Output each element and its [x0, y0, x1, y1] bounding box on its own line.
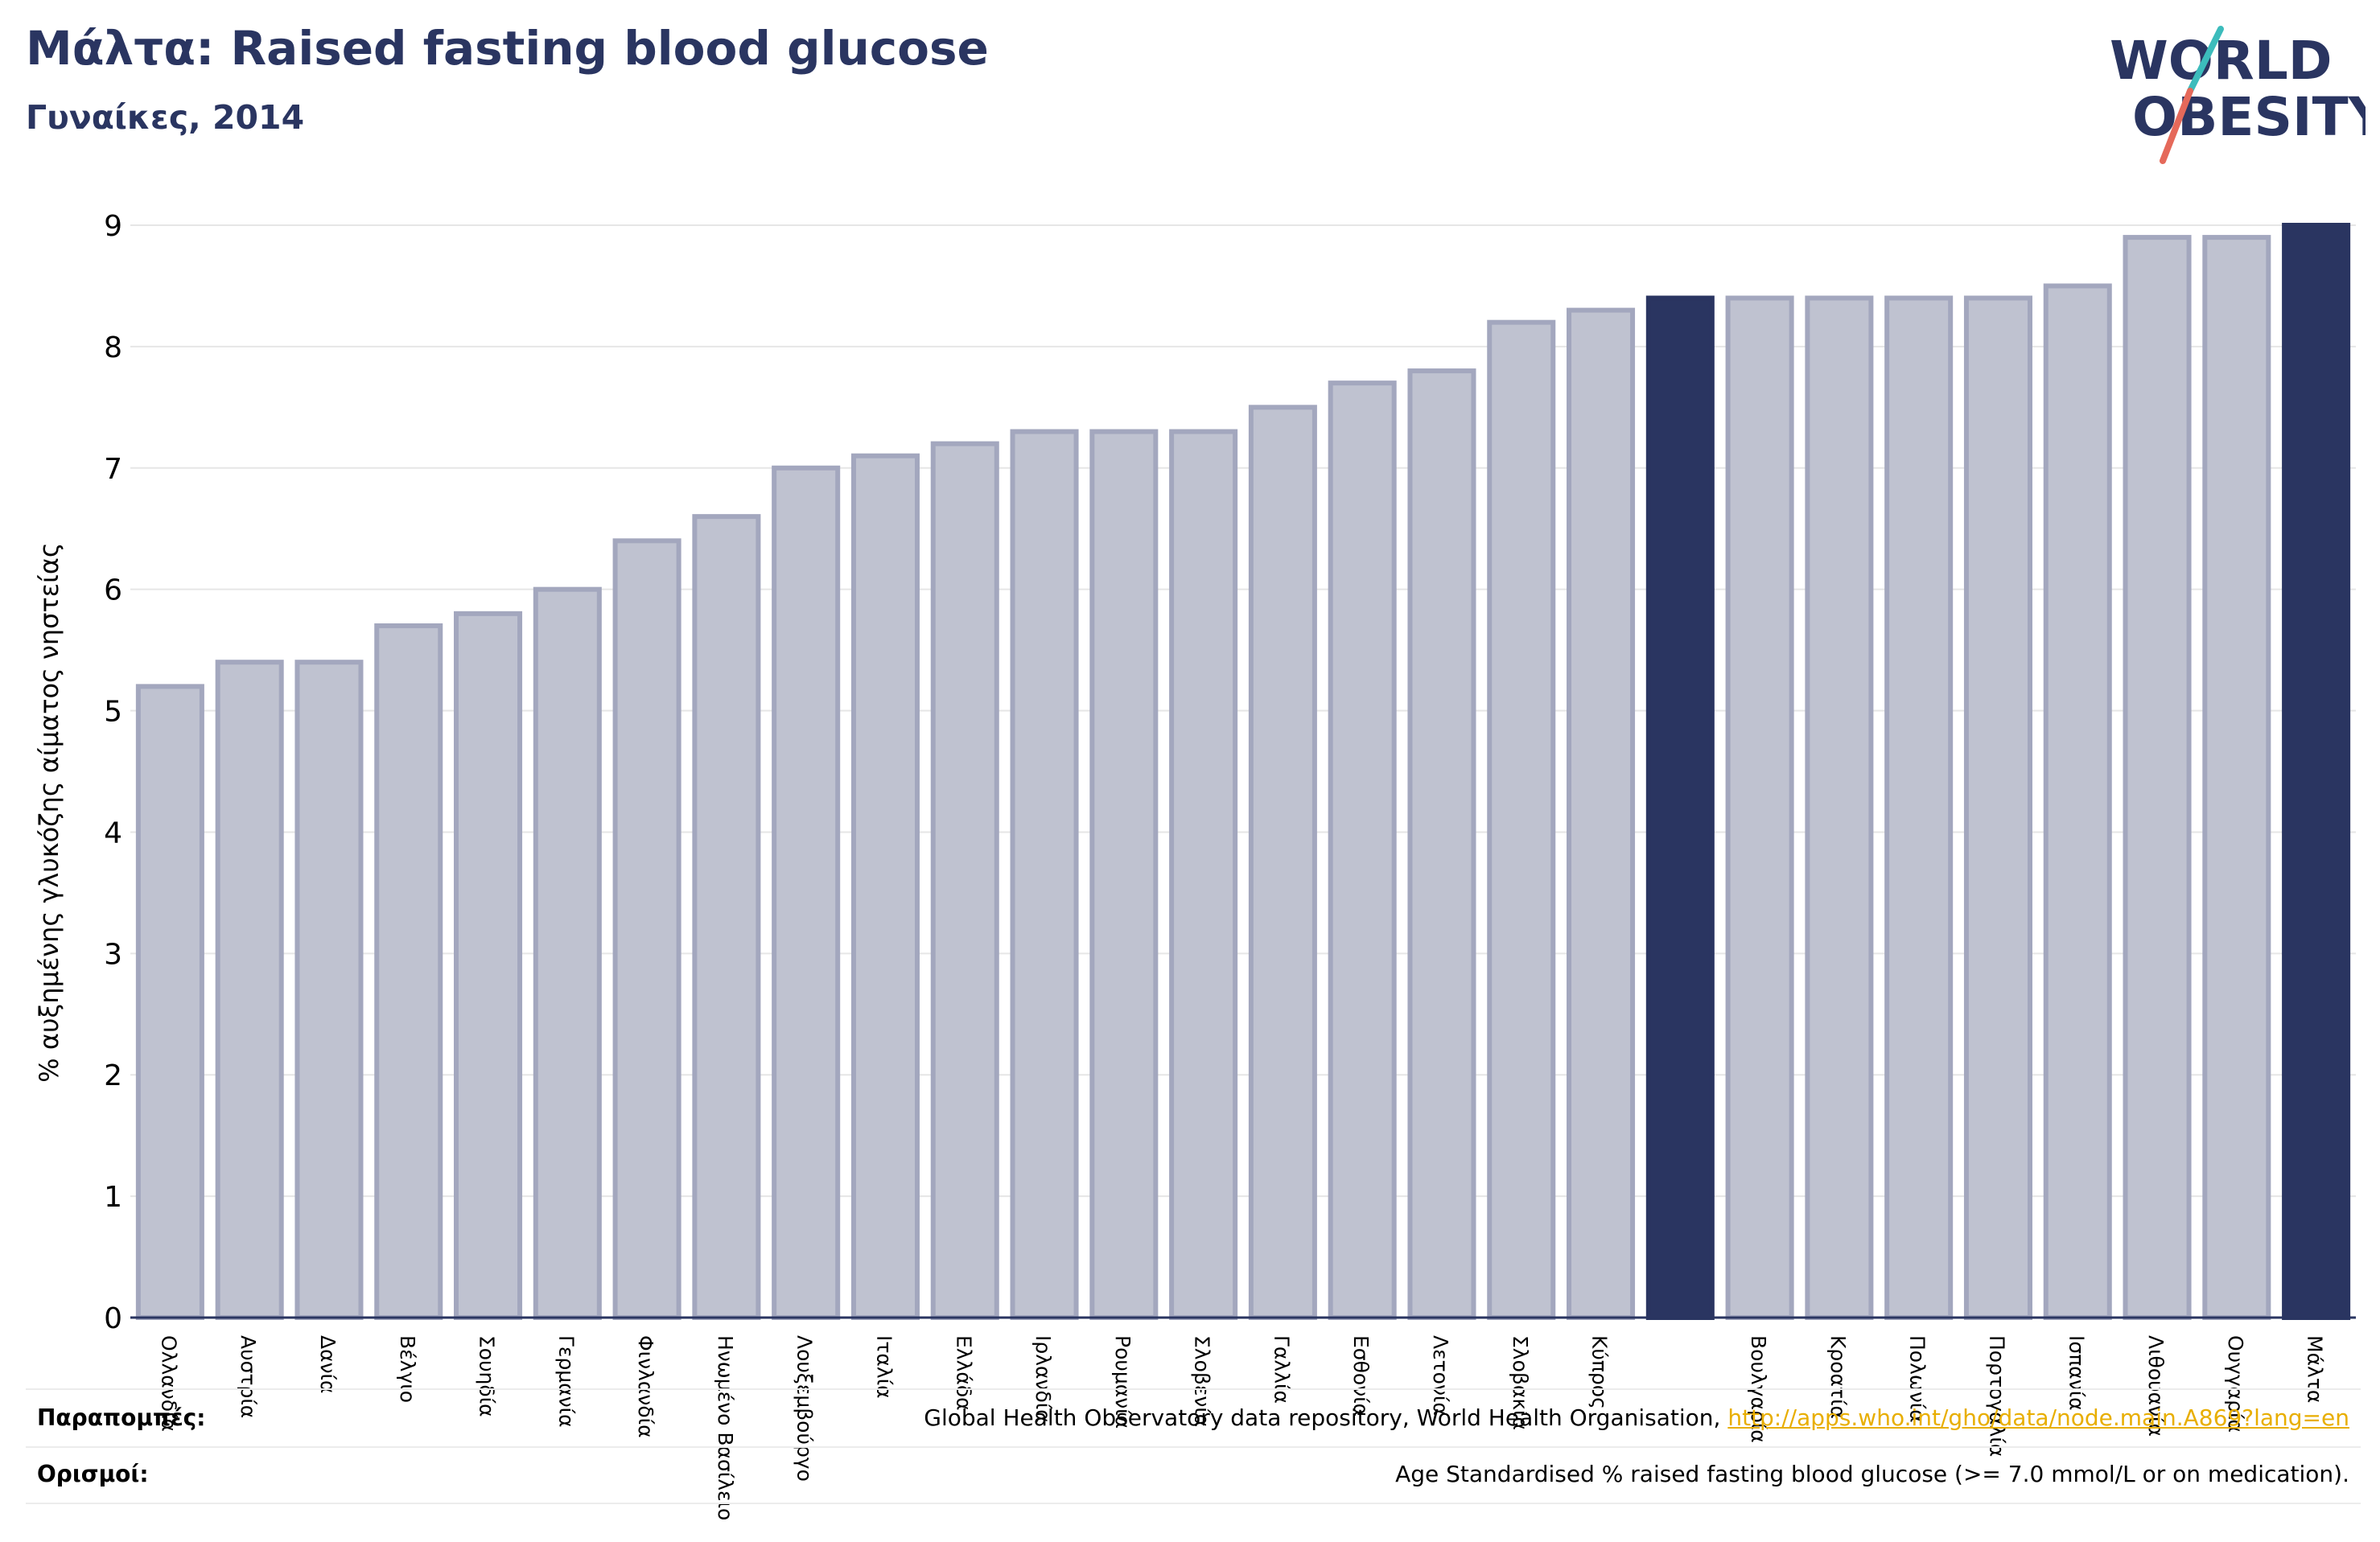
bar-highlighted [1645, 295, 1715, 1320]
bar [1963, 295, 2032, 1320]
y-tick-label: 3 [104, 938, 122, 971]
y-tick-label: 1 [104, 1181, 122, 1214]
bar [930, 441, 999, 1320]
x-tick-label: Κύπρος [1588, 1335, 1612, 1409]
y-tick-label: 6 [104, 574, 122, 607]
bar [454, 611, 523, 1320]
world-obesity-logo: WORLD OBESITY [2110, 26, 2366, 164]
x-tick-label: Λουξεμβούργο [793, 1335, 817, 1482]
x-tick-label: Εσθονία [1349, 1335, 1373, 1417]
y-tick-label: 9 [104, 210, 122, 243]
logo-line1: WORLD [2110, 30, 2333, 92]
bar [612, 538, 681, 1320]
bar [1407, 368, 1476, 1321]
sources-value: Global Health Observatory data repositor… [924, 1404, 2349, 1431]
sources-link[interactable]: http://apps.who.int/gho/data/node.main.A… [1727, 1404, 2349, 1431]
x-tick-label: Λετονία [1429, 1335, 1452, 1416]
bar [135, 684, 204, 1320]
x-tick-label: Πολωνία [1906, 1335, 1929, 1423]
x-tick-label: Ελλάδα [952, 1335, 975, 1411]
logo-slash-top [2187, 26, 2224, 94]
sources-label: Παραπομπές: [37, 1404, 206, 1431]
x-tick-label: Ιρλανδία [1031, 1335, 1055, 1423]
bar [533, 586, 602, 1320]
chart-title: Μάλτα: Raised fasting blood glucose [26, 21, 989, 76]
y-tick-label: 8 [104, 331, 122, 364]
y-tick-label: 0 [104, 1302, 122, 1335]
definitions-label: Ορισμοί: [37, 1461, 149, 1487]
bar [850, 453, 920, 1321]
bar [1567, 307, 1636, 1321]
bar [2202, 235, 2271, 1321]
bar [1248, 405, 1317, 1320]
bar [1487, 319, 1556, 1321]
bar [772, 465, 841, 1320]
bar [2043, 283, 2112, 1320]
x-tick-label: Βέλγιο [396, 1335, 419, 1403]
bar [2123, 235, 2192, 1321]
sources-row: Παραπομπές: Global Health Observatory da… [26, 1388, 2361, 1448]
y-tick-label: 5 [104, 696, 122, 729]
x-tick-label: Ουγγαρία [2224, 1335, 2247, 1433]
x-tick-label: Λιθουανία [2144, 1335, 2168, 1437]
logo-slash-bottom [2160, 88, 2193, 164]
x-tick-label: Ολλανδία [157, 1335, 180, 1432]
x-tick-label: Δανία [316, 1335, 340, 1394]
bar [1884, 295, 1954, 1320]
bar [374, 623, 443, 1320]
bars [135, 223, 2351, 1321]
bar [1089, 429, 1159, 1320]
bar [215, 660, 284, 1320]
bar [294, 660, 364, 1320]
x-tick-label: Πορτογαλία [1985, 1335, 2008, 1457]
x-tick-label: Ισπανία [2065, 1335, 2088, 1411]
sources-text: Global Health Observatory data repositor… [924, 1404, 1728, 1431]
x-tick-label: Φινλανδία [634, 1335, 657, 1438]
x-tick-label: Κροατία [1826, 1335, 1850, 1419]
bar [1805, 295, 1874, 1320]
bar [1169, 429, 1238, 1320]
bar [1328, 380, 1397, 1321]
y-axis-label: % αυξημένης γλυκόζης αίματος νηστείας [34, 542, 64, 1082]
chart-subtitle: Γυναίκες, 2014 [26, 98, 305, 137]
definitions-row: Ορισμοί: Age Standardised % raised fasti… [26, 1446, 2361, 1504]
definitions-value: Age Standardised % raised fasting blood … [1395, 1461, 2349, 1487]
y-tick-label: 4 [104, 816, 122, 849]
x-tick-label: Σλοβενία [1191, 1335, 1214, 1427]
y-tick-label: 2 [104, 1059, 122, 1092]
x-tick-label: Σουηδία [476, 1335, 499, 1417]
x-tick-label: Ηνωμένο Βασίλειο [714, 1335, 737, 1520]
y-tick-label: 7 [104, 453, 122, 486]
x-tick-label: Ρουμανία [1111, 1335, 1134, 1429]
bar [1725, 295, 1794, 1320]
x-tick-label: Γερμανία [554, 1335, 578, 1428]
y-tick-labels: 0 1 2 3 4 5 6 7 8 9 [104, 210, 122, 1335]
x-tick-label: Μάλτα [2304, 1335, 2327, 1403]
x-tick-label: Ιταλία [872, 1335, 896, 1399]
bar [1010, 429, 1079, 1320]
x-tick-label: Σλοβακία [1509, 1335, 1532, 1430]
x-tick-label: Αυστρία [237, 1335, 260, 1418]
bar [692, 514, 761, 1320]
bar-highlighted [2282, 223, 2351, 1320]
x-tick-label: Γαλλία [1270, 1335, 1293, 1404]
